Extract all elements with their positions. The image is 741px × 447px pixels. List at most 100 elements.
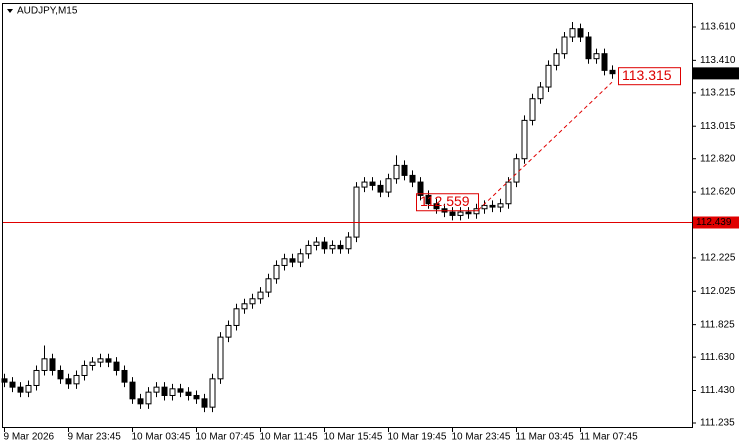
x-tick-label: 10 Mar 03:45 [132, 432, 191, 443]
candle-body [209, 378, 216, 408]
candle-body [313, 241, 320, 246]
candle-body [81, 364, 88, 376]
candle-body [121, 369, 128, 383]
candle-body [1, 378, 8, 383]
candle-body [393, 164, 400, 180]
y-tick-label: 112.025 [700, 286, 736, 297]
candle-body [113, 361, 120, 371]
candle-body [601, 53, 608, 71]
trend-line [477, 81, 613, 211]
candle-body [545, 64, 552, 88]
candle-body [153, 386, 160, 393]
candle-body [385, 178, 392, 193]
price-label: 113.315 [622, 67, 672, 83]
candle-body [297, 253, 304, 263]
candle-body [249, 298, 256, 305]
candle-body [9, 381, 16, 388]
price-label: 112.559 [420, 193, 470, 209]
last-price-label: 113.332 [696, 68, 732, 79]
candle-body [585, 36, 592, 60]
candle-body [353, 186, 360, 238]
candle-body [425, 194, 432, 205]
candle-body [505, 181, 512, 205]
candle-body [369, 181, 376, 186]
candle-body [529, 98, 536, 121]
candle-body [593, 53, 600, 60]
candle-body [241, 303, 248, 310]
candle-body [161, 386, 168, 396]
candle-body [513, 158, 520, 183]
menu-arrow [7, 9, 13, 13]
y-tick-label: 113.610 [700, 22, 736, 33]
y-tick-label: 113.015 [700, 121, 736, 132]
y-tick-label: 112.820 [700, 153, 736, 164]
x-tick-label: 10 Mar 11:45 [260, 432, 319, 443]
candle-body [145, 391, 152, 405]
candle-body [57, 369, 64, 380]
candle-body [73, 374, 80, 385]
x-tick-label: 11 Mar 03:45 [516, 432, 575, 443]
candle-body [537, 86, 544, 100]
plot-frame [2, 3, 693, 428]
candle-body [49, 358, 56, 371]
candle-body [321, 241, 328, 250]
x-tick-label: 9 Mar 23:45 [68, 432, 122, 443]
candle-body [449, 211, 456, 216]
candle-body [273, 264, 280, 280]
candle-body [489, 204, 496, 208]
candle-body [465, 211, 472, 215]
candle-body [185, 391, 192, 396]
candle-body [41, 358, 48, 371]
candle-body [265, 278, 272, 293]
candle-body [17, 386, 24, 393]
candle-body [577, 28, 584, 38]
price-label-box [416, 193, 479, 212]
candle-body [401, 164, 408, 176]
candle-body [457, 211, 464, 216]
y-tick-label: 113.410 [700, 55, 736, 66]
candle-body [361, 181, 368, 188]
candle-body [105, 358, 112, 363]
hline-label: 112.439 [696, 217, 732, 228]
x-tick-label: 11 Mar 07:45 [580, 432, 639, 443]
y-tick-label: 111.235 [700, 418, 735, 429]
candle-body [289, 258, 296, 263]
candle-body [65, 378, 72, 385]
x-tick-label: 10 Mar 15:45 [324, 432, 383, 443]
candle-body [521, 119, 528, 160]
candle-body [553, 53, 560, 66]
y-tick-label: 112.620 [700, 187, 736, 198]
candle-body [329, 244, 336, 250]
candle-body [481, 204, 488, 210]
candle-body [25, 384, 32, 393]
y-tick-label: 111.630 [700, 352, 735, 363]
x-tick-label: 9 Mar 2026 [4, 432, 55, 443]
candle-body [337, 244, 344, 250]
candle-body [233, 308, 240, 326]
x-tick-label: 10 Mar 19:45 [388, 432, 447, 443]
candle-body [89, 361, 96, 366]
y-tick-label: 113.215 [700, 88, 736, 99]
candle-body [225, 324, 232, 338]
candle-body [433, 203, 440, 210]
candle-body [497, 203, 504, 208]
candle-body [129, 381, 136, 400]
last-price-bg [693, 67, 739, 80]
candle-body [281, 258, 288, 266]
x-tick-label: 10 Mar 23:45 [452, 432, 511, 443]
candle-body [33, 369, 40, 386]
x-tick-label: 10 Mar 07:45 [196, 432, 255, 443]
hline-label-bg [693, 216, 739, 229]
candle-body [409, 174, 416, 183]
candle-body [217, 336, 224, 380]
candle-body [201, 398, 208, 408]
candle-body [345, 236, 352, 250]
y-tick-label: 112.225 [700, 253, 736, 264]
candle-body [177, 388, 184, 393]
candle-body [473, 208, 480, 215]
candle-body [377, 184, 384, 193]
y-tick-label: 111.825 [700, 319, 735, 330]
candle-body [137, 398, 144, 405]
candle-body [305, 244, 312, 255]
candle-body [609, 69, 616, 75]
